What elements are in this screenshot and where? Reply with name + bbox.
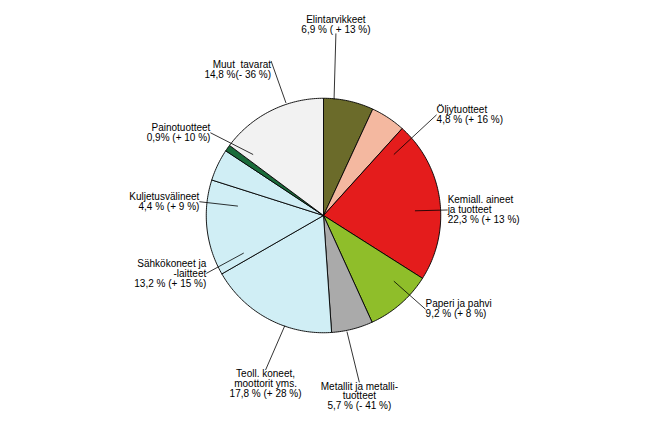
svg-text:Kemiall. aineetja tuotteet22,3: Kemiall. aineetja tuotteet22,3 % (+ 13 %… bbox=[447, 194, 520, 225]
svg-text:Elintarvikkeet6,9 % ( + 13 %): Elintarvikkeet6,9 % ( + 13 %) bbox=[301, 14, 370, 35]
svg-text:Öljytuotteet4,8 % (+ 16 %): Öljytuotteet4,8 % (+ 16 %) bbox=[437, 104, 503, 125]
svg-text:Kuljetusvälineet4,4 % (+ 9 %): Kuljetusvälineet4,4 % (+ 9 %) bbox=[129, 191, 199, 212]
svg-text:Paperi ja pahvi9,2 % (+ 8 %): Paperi ja pahvi9,2 % (+ 8 %) bbox=[426, 298, 492, 319]
svg-text:Muut tavarat14,8 %(- 36 %): Muut tavarat14,8 %(- 36 %) bbox=[204, 59, 271, 80]
svg-text:Metallit ja metalli-tuotteet5,: Metallit ja metalli-tuotteet5,7 % (- 41 … bbox=[321, 380, 398, 411]
svg-text:Teoll. koneet,moottorit yms.17: Teoll. koneet,moottorit yms.17,8 % (+ 28… bbox=[230, 368, 302, 399]
svg-text:Painotuotteet0,9% (+ 10 %): Painotuotteet0,9% (+ 10 %) bbox=[147, 122, 211, 143]
svg-text:Sähkökoneet ja-laitteet13,2 %: Sähkökoneet ja-laitteet13,2 % (+ 15 %) bbox=[134, 258, 206, 289]
